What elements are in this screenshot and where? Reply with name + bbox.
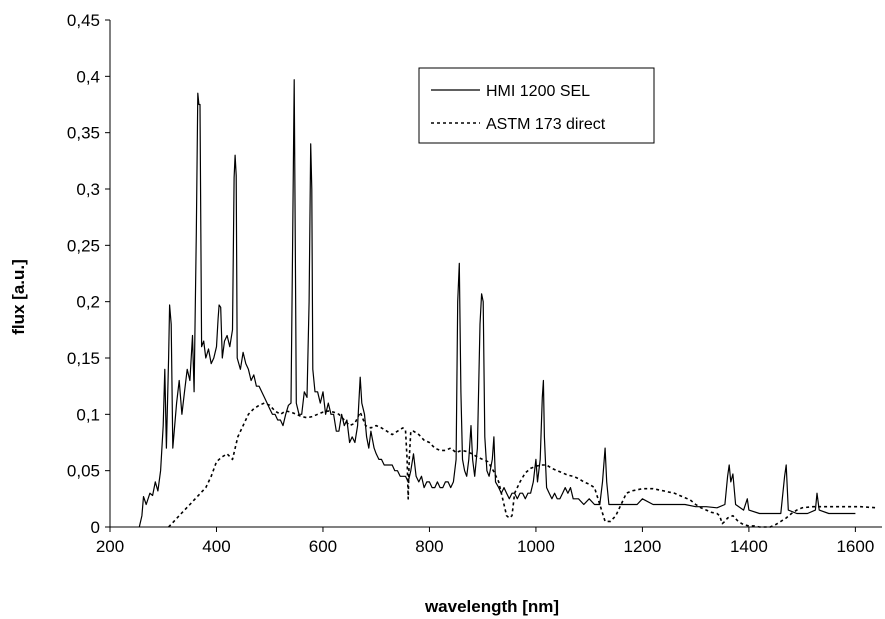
x-tick-label: 1200 bbox=[623, 537, 661, 556]
x-tick-label: 1000 bbox=[517, 537, 555, 556]
y-tick-label: 0,25 bbox=[67, 236, 100, 255]
y-axis-title: flux [a.u.] bbox=[9, 259, 28, 335]
y-tick-label: 0,45 bbox=[67, 11, 100, 30]
y-axis-ticks: 0 0,05 0,1 0,15 0,2 0,25 0,3 0,35 0,4 0,45 bbox=[67, 11, 110, 537]
x-tick-label: 1600 bbox=[836, 537, 874, 556]
y-tick-label: 0 bbox=[91, 518, 100, 537]
x-tick-label: 200 bbox=[96, 537, 124, 556]
legend-label-hmi: HMI 1200 SEL bbox=[486, 83, 590, 100]
y-tick-label: 0,35 bbox=[67, 124, 100, 143]
y-tick-label: 0,4 bbox=[76, 67, 100, 86]
y-tick-label: 0,1 bbox=[76, 405, 100, 424]
series-layer bbox=[138, 79, 877, 528]
legend-box bbox=[418, 67, 655, 144]
x-tick-label: 400 bbox=[202, 537, 230, 556]
x-axis-ticks: 200 400 600 800 1000 1200 1400 1600 bbox=[96, 527, 874, 556]
y-tick-label: 0,2 bbox=[76, 293, 100, 312]
plot-area bbox=[109, 20, 882, 528]
series-line-astm-173-direct bbox=[168, 402, 877, 528]
y-tick-label: 0,3 bbox=[76, 180, 100, 199]
x-tick-label: 800 bbox=[415, 537, 443, 556]
y-tick-label: 0,15 bbox=[67, 349, 100, 368]
y-tick-label: 0,05 bbox=[67, 462, 100, 481]
x-tick-label: 1400 bbox=[730, 537, 768, 556]
series-line-hmi-1200-sel bbox=[138, 79, 856, 528]
x-tick-label: 600 bbox=[309, 537, 337, 556]
legend: HMI 1200 SEL ASTM 173 direct bbox=[418, 67, 655, 144]
legend-label-astm: ASTM 173 direct bbox=[486, 116, 606, 133]
x-axis-title: wavelength [nm] bbox=[424, 597, 559, 616]
